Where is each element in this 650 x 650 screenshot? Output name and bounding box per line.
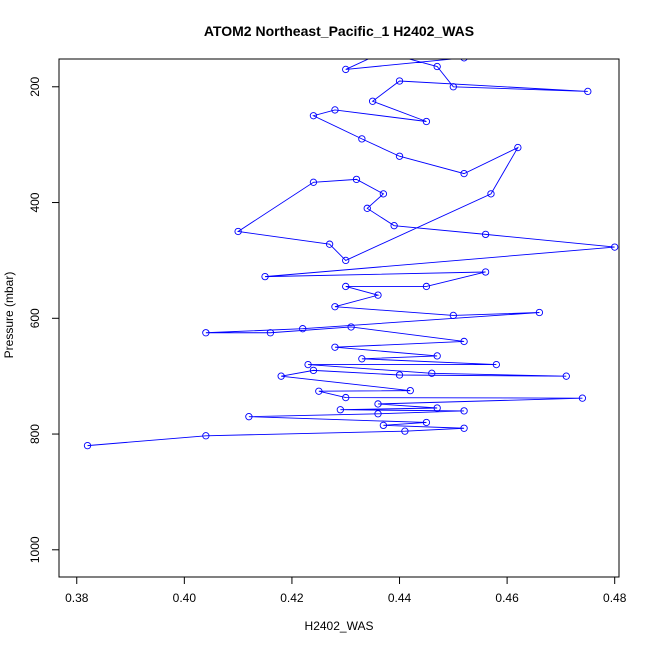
data-point <box>83 441 92 450</box>
y-axis: 200 400 600 800 1000 <box>28 76 60 563</box>
data-point <box>202 432 210 440</box>
data-series <box>83 59 619 450</box>
data-point <box>374 291 382 299</box>
y-tick-label: 1000 <box>28 536 42 563</box>
x-tick-label: 0.42 <box>280 591 304 605</box>
data-point <box>379 421 388 430</box>
data-point <box>331 343 339 351</box>
data-point <box>342 393 350 402</box>
data-point <box>315 387 323 395</box>
data-point <box>309 112 318 120</box>
data-point <box>277 372 285 380</box>
data-point <box>309 178 318 186</box>
data-point <box>535 308 544 317</box>
data-point <box>584 87 592 96</box>
data-point <box>261 272 269 281</box>
data-point <box>342 282 350 291</box>
y-tick-label: 800 <box>28 424 42 444</box>
data-point <box>428 369 436 377</box>
data-point <box>374 410 382 418</box>
data-point <box>433 404 441 412</box>
data-point <box>358 355 366 363</box>
data-point <box>363 204 371 212</box>
y-tick-label: 600 <box>28 308 42 328</box>
data-point <box>304 360 312 369</box>
data-point <box>395 371 404 379</box>
data-point <box>395 77 404 85</box>
data-point <box>460 59 468 62</box>
x-tick-label: 0.48 <box>603 591 627 605</box>
data-point <box>352 175 361 184</box>
data-point <box>460 337 468 346</box>
x-tick-label: 0.38 <box>65 591 89 605</box>
data-point <box>266 329 275 337</box>
data-point <box>331 106 339 114</box>
data-point <box>460 169 468 178</box>
data-point <box>460 424 468 432</box>
data-point <box>331 303 339 311</box>
data-point <box>433 62 441 71</box>
data-point <box>368 97 377 105</box>
data-point <box>578 394 587 402</box>
data-point <box>460 407 468 415</box>
data-point <box>342 65 350 74</box>
x-tick-label: 0.40 <box>173 591 197 605</box>
x-tick-label: 0.46 <box>495 591 519 605</box>
y-tick-label: 200 <box>28 76 42 96</box>
data-point <box>422 282 431 291</box>
data-point <box>487 190 495 198</box>
data-point <box>481 230 490 239</box>
data-point <box>309 366 318 375</box>
data-point <box>395 152 404 160</box>
data-point <box>299 325 307 333</box>
series-line <box>87 59 615 447</box>
data-point <box>234 227 242 236</box>
data-point <box>406 386 414 395</box>
data-point <box>379 190 388 198</box>
data-point <box>401 427 409 435</box>
data-point <box>449 311 457 320</box>
data-point <box>422 418 431 427</box>
data-point <box>245 413 253 421</box>
data-point <box>433 352 441 360</box>
data-point <box>422 117 431 126</box>
data-point <box>449 83 457 91</box>
data-point <box>325 240 334 248</box>
y-tick-label: 400 <box>28 192 42 212</box>
data-point <box>336 406 344 414</box>
data-point <box>611 243 619 251</box>
chart-title: ATOM2 Northeast_Pacific_1 H2402_WAS <box>204 23 474 39</box>
data-point <box>481 268 490 276</box>
y-axis-label: Pressure (mbar) <box>2 272 16 359</box>
data-point <box>562 372 570 380</box>
data-point <box>342 256 350 265</box>
x-axis: 0.38 0.40 0.42 0.44 0.46 0.48 <box>65 576 627 605</box>
data-point <box>492 360 500 369</box>
data-point <box>374 400 382 408</box>
data-point <box>390 222 398 230</box>
data-point <box>514 143 522 152</box>
x-axis-label: H2402_WAS <box>305 619 374 633</box>
x-tick-label: 0.44 <box>388 591 412 605</box>
data-point <box>347 323 355 331</box>
data-point <box>202 329 210 337</box>
data-point <box>358 135 366 143</box>
